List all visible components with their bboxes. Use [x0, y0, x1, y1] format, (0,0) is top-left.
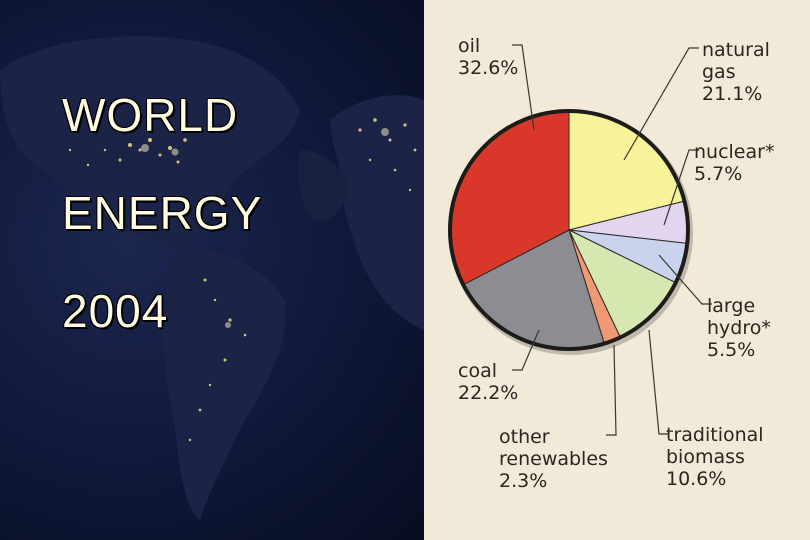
world-night-map-panel: WORLD ENERGY 2004	[0, 0, 424, 540]
title-world: WORLD	[62, 89, 239, 141]
leader-line-traditional-biomass	[648, 329, 669, 435]
slice-label-oil: oil 32.6%	[458, 35, 518, 79]
slice-label-line: 5.7%	[694, 163, 742, 185]
slice-label-traditional-biomass: traditional biomass 10.6%	[666, 424, 764, 490]
energy-pie-chart: natural gas 21.1%nuclear* 5.7%large hydro* 5.…	[448, 35, 774, 492]
night-earth-image	[0, 36, 424, 521]
slice-label-large-hydro: large hydro* 5.5%	[707, 295, 771, 361]
slice-label-nuclear: nuclear* 5.7%	[694, 141, 774, 185]
slice-label-line: 32.6%	[458, 57, 518, 79]
slice-label-line: renewables	[499, 448, 608, 470]
slice-label-line: 21.1%	[702, 83, 762, 105]
leader-line-oil	[512, 44, 535, 131]
leader-line-coal	[512, 329, 540, 371]
slice-label-line: coal	[458, 360, 497, 382]
slice-label-other-renewables: other renewables 2.3%	[499, 426, 608, 492]
slice-label-line: 22.2%	[458, 382, 518, 404]
slice-label-line: 2.3%	[499, 470, 547, 492]
pie-outline	[448, 109, 690, 351]
slice-label-line: biomass	[666, 446, 745, 468]
slice-label-line: other	[499, 426, 550, 448]
slice-label-line: 5.5%	[707, 339, 755, 361]
slice-label-line: hydro*	[707, 317, 771, 339]
slice-label-line: 10.6%	[666, 468, 726, 490]
slice-label-line: large	[707, 295, 755, 317]
slice-label-natural-gas: natural gas 21.1%	[702, 39, 770, 105]
leader-line-other-renewables	[606, 344, 617, 436]
slice-label-line: nuclear*	[694, 141, 774, 163]
leader-line-nuclear	[663, 149, 699, 226]
pie-chart-panel: natural gas 21.1% nuclear* 5.7% large hydro* 5.…	[424, 0, 810, 540]
slice-label-line: traditional	[666, 424, 764, 446]
slice-label-line: gas	[702, 61, 736, 83]
leader-line-natural-gas	[623, 47, 699, 161]
leader-line-large-hydro	[658, 254, 712, 305]
slice-label-line: natural	[702, 39, 770, 61]
slice-label-coal: coal 22.2%	[458, 360, 518, 404]
slice-label-line: oil	[458, 35, 480, 57]
title-energy: ENERGY	[62, 187, 263, 239]
title-year: 2004	[62, 285, 169, 337]
